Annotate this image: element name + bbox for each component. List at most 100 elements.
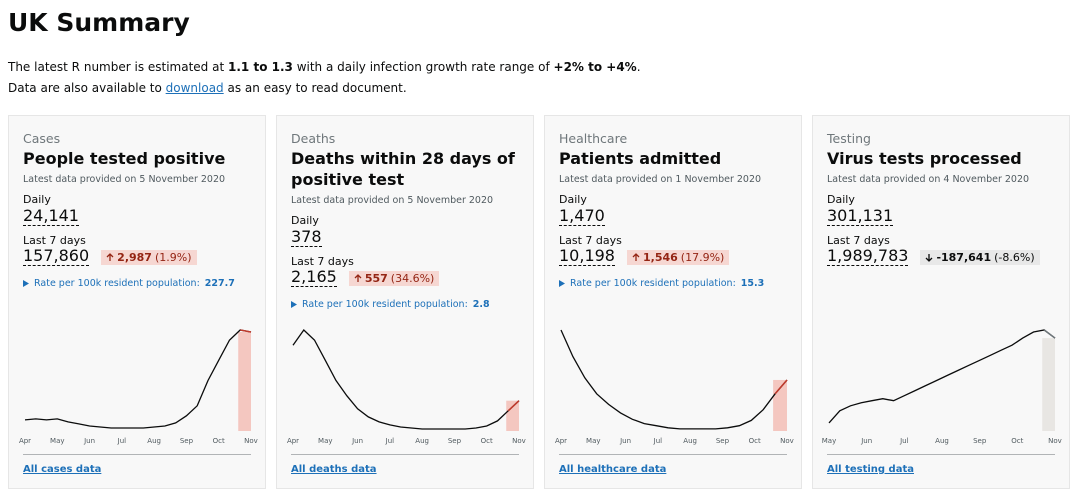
week-row: 10,198 1,546 (17.9%) [559, 247, 787, 266]
card: Healthcare Patients admitted Latest data p… [544, 115, 802, 489]
text: . [636, 60, 641, 74]
sparkline-chart: May Jun Jul Aug Sep Oct Nov [822, 329, 1062, 445]
rate-value: 227.7 [204, 278, 235, 289]
daily: 378 [291, 227, 519, 247]
card-title: Patients admitted [559, 149, 722, 168]
text: The latest R number is estimated at [8, 60, 225, 74]
trend-recent [507, 400, 520, 412]
month-label: Sep [448, 437, 462, 445]
week-value: 157,860 [23, 246, 90, 266]
month-label: Aug [147, 437, 161, 445]
rate[interactable]: Rate per 100k resident population: 227.7 [23, 278, 251, 289]
text: as an easy to read document. [227, 81, 407, 95]
separator [827, 454, 1055, 455]
arrow [354, 274, 362, 282]
daily-value: 24,141 [23, 206, 79, 226]
daily-label: Daily [291, 214, 319, 227]
card: Cases People tested positive Latest data p… [8, 115, 266, 489]
arrow [925, 254, 933, 262]
arrow-icon [925, 254, 933, 262]
sparkline-chart: Apr May Jun Jul Aug Sep Oct Nov [19, 329, 258, 445]
card-title: Deaths within 28 days of positive test [291, 149, 515, 189]
month-label: Oct [749, 437, 761, 445]
page-title: UK Summary [8, 8, 190, 37]
sparkline-chart: Apr May Jun Jul Aug Sep Oct Nov [287, 329, 526, 445]
month-label: Apr [555, 437, 567, 445]
week-value: 2,165 [291, 267, 337, 287]
separator [23, 454, 251, 455]
card-link[interactable]: All healthcare data [559, 464, 667, 475]
sparkline-chart: Apr May Jun Jul Aug Sep Oct Nov [555, 329, 794, 445]
month-label: Aug [683, 437, 697, 445]
month-label: Nov [244, 437, 258, 445]
r-value: 1.1 to 1.3 [228, 60, 293, 74]
text: with a daily infection growth rate range… [296, 60, 550, 74]
daily: 24,141 [23, 206, 251, 226]
daily-value: 378 [291, 227, 322, 247]
month-label: Sep [716, 437, 730, 445]
rate-label: Rate per 100k resident population: [570, 278, 736, 289]
change-pct: (1.9%) [154, 251, 192, 264]
change-value: 557 [364, 272, 388, 285]
change-value: 1,546 [642, 251, 678, 264]
rate[interactable]: Rate per 100k resident population: 2.8 [291, 299, 519, 310]
arrow-icon [106, 253, 114, 261]
month-label: Apr [287, 437, 299, 445]
daily: 301,131 [827, 206, 1055, 226]
card-link[interactable]: All deaths data [291, 464, 377, 475]
month-label: Oct [213, 437, 225, 445]
category: Testing [827, 131, 871, 146]
month-label: Nov [1048, 437, 1062, 445]
change-badge: 1,546 (17.9%) [626, 250, 730, 265]
triangle [23, 280, 29, 287]
month-label: May [318, 437, 332, 445]
daily-value: 1,470 [559, 206, 605, 226]
card: Testing Virus tests processed Latest data … [812, 115, 1070, 489]
rate[interactable]: Rate per 100k resident population: 15.3 [559, 278, 787, 289]
change-pct: (34.6%) [390, 272, 435, 285]
arrow [632, 253, 640, 261]
card-link[interactable]: All testing data [827, 464, 914, 475]
expand-icon [291, 301, 297, 308]
trend-recent [1043, 329, 1056, 339]
trend-recent [240, 329, 252, 333]
change-pct: (-8.6%) [994, 251, 1035, 264]
month-label: Nov [780, 437, 794, 445]
daily-label: Daily [559, 193, 587, 206]
last-week-highlight [238, 332, 251, 431]
text: Data are also available to [8, 81, 162, 95]
change-pct: (17.9%) [680, 251, 725, 264]
month-label: Jun [619, 437, 631, 445]
card-link[interactable]: All cases data [23, 464, 102, 475]
month-label: Jul [899, 437, 909, 445]
month-label: May [586, 437, 600, 445]
trend-line [24, 329, 252, 429]
trend-line [560, 329, 788, 430]
separator [291, 454, 519, 455]
week-value: 10,198 [559, 246, 615, 266]
week-value: 1,989,783 [827, 246, 909, 266]
month-label: Jul [653, 437, 663, 445]
rate-label: Rate per 100k resident population: [302, 299, 468, 310]
intro-r: The latest R number is estimated at 1.1 … [8, 60, 641, 74]
rate-label: Rate per 100k resident population: [34, 278, 200, 289]
month-label: May [822, 437, 836, 445]
week-label: Last 7 days [23, 234, 86, 247]
month-label: Sep [973, 437, 987, 445]
rate-value: 2.8 [472, 299, 490, 310]
category: Cases [23, 131, 61, 146]
provided-date: Latest data provided on 1 November 2020 [559, 174, 762, 185]
change-badge: 557 (34.6%) [348, 271, 440, 286]
week-label: Last 7 days [559, 234, 622, 247]
daily-value: 301,131 [827, 206, 894, 226]
expand-icon [559, 280, 565, 287]
download-link[interactable]: download [165, 81, 224, 95]
month-label: Nov [512, 437, 526, 445]
provided-date: Latest data provided on 5 November 2020 [23, 174, 226, 185]
change-value: -187,641 [936, 251, 992, 264]
trend-recent [774, 379, 788, 395]
month-label: Sep [180, 437, 194, 445]
change-value: 2,987 [117, 251, 152, 264]
daily: 1,470 [559, 206, 787, 226]
